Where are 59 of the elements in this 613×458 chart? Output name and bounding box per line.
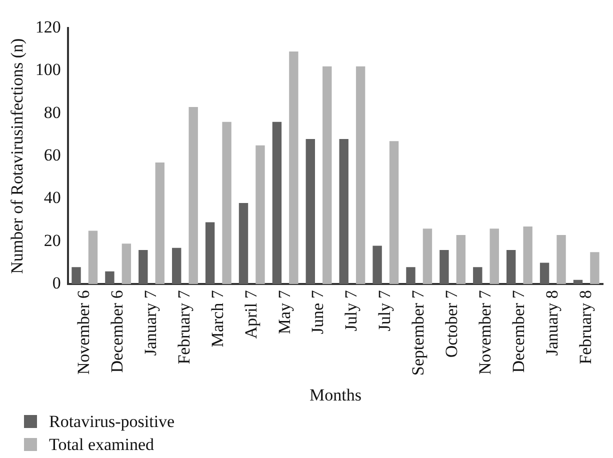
bar xyxy=(573,280,583,284)
bar xyxy=(556,235,566,284)
x-tick-label: February 7 xyxy=(174,290,194,364)
x-tick-label: September 7 xyxy=(408,290,428,376)
bar xyxy=(372,246,382,284)
bar xyxy=(306,139,315,284)
bar xyxy=(389,141,399,284)
bar xyxy=(122,244,132,284)
bar xyxy=(440,250,449,284)
x-tick-label: July 7 xyxy=(375,290,394,332)
y-tick-label: 100 xyxy=(35,60,61,80)
x-tick-label: November 6 xyxy=(74,290,94,375)
bar xyxy=(88,230,98,284)
bar xyxy=(172,248,182,284)
x-tick-label: December 6 xyxy=(108,290,127,373)
x-tick-label: November 7 xyxy=(475,290,494,375)
bar xyxy=(222,122,232,284)
y-tick-label: 120 xyxy=(35,17,61,36)
bar xyxy=(490,228,499,284)
x-tick-label: October 7 xyxy=(442,290,462,358)
x-tick-label: January 7 xyxy=(140,290,160,356)
bar xyxy=(406,267,416,284)
x-tick-label: January 8 xyxy=(542,290,562,356)
x-tick-label: July 7 xyxy=(342,290,361,332)
bar xyxy=(356,66,366,284)
bar xyxy=(188,106,198,284)
bar xyxy=(473,267,482,284)
bar xyxy=(155,162,164,284)
bar xyxy=(456,235,466,284)
y-tick-label: 60 xyxy=(44,146,61,165)
legend-label: Rotavirus-positive xyxy=(49,412,175,432)
y-tick-label: 0 xyxy=(52,274,61,293)
y-tick-label: 80 xyxy=(44,102,61,122)
bar xyxy=(105,271,114,284)
bar xyxy=(322,66,332,284)
x-tick-label: February 8 xyxy=(576,290,595,364)
y-tick-label: 20 xyxy=(44,230,61,250)
bar xyxy=(422,228,432,284)
bar xyxy=(238,203,248,284)
bar xyxy=(523,226,532,284)
bar xyxy=(138,250,148,284)
x-tick-label: December 7 xyxy=(508,290,528,373)
x-tick-label: March 7 xyxy=(208,290,227,348)
x-axis-title: Months xyxy=(310,385,362,404)
y-tick-label: 40 xyxy=(44,188,61,208)
bar xyxy=(272,122,282,284)
bar xyxy=(540,262,550,284)
x-tick-label: May 7 xyxy=(274,290,294,334)
legend-label: Total examined xyxy=(49,434,154,454)
bar xyxy=(205,222,215,284)
y-axis-title: Number of Rotavirusinfections (n) xyxy=(8,38,27,274)
x-tick-label: April 7 xyxy=(241,290,260,339)
bar xyxy=(72,267,81,284)
bar xyxy=(256,145,265,284)
bar xyxy=(590,252,600,284)
x-tick-label: June 7 xyxy=(308,290,328,334)
bar xyxy=(339,139,348,284)
bar xyxy=(289,51,298,284)
bar xyxy=(506,250,516,284)
